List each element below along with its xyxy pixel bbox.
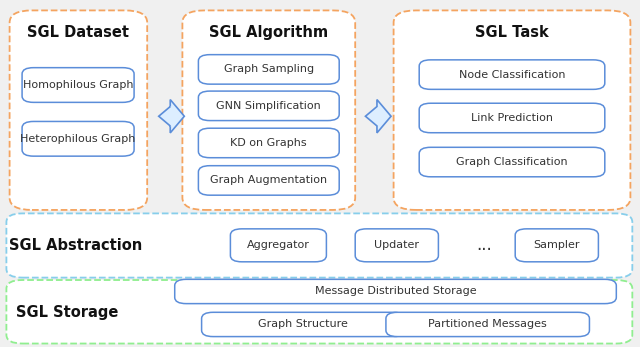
- Text: Graph Classification: Graph Classification: [456, 157, 568, 167]
- Text: SGL Storage: SGL Storage: [16, 305, 118, 320]
- Polygon shape: [159, 100, 184, 133]
- FancyBboxPatch shape: [202, 312, 405, 337]
- FancyBboxPatch shape: [198, 54, 339, 84]
- Text: SGL Abstraction: SGL Abstraction: [9, 238, 142, 253]
- FancyBboxPatch shape: [198, 128, 339, 158]
- FancyBboxPatch shape: [419, 103, 605, 133]
- Text: SGL Algorithm: SGL Algorithm: [209, 25, 328, 41]
- Text: Aggregator: Aggregator: [247, 240, 310, 250]
- FancyBboxPatch shape: [22, 68, 134, 102]
- Text: Node Classification: Node Classification: [459, 70, 565, 79]
- Text: SGL Task: SGL Task: [475, 25, 549, 41]
- FancyBboxPatch shape: [386, 312, 589, 337]
- Polygon shape: [365, 100, 391, 133]
- FancyBboxPatch shape: [22, 121, 134, 156]
- Text: Updater: Updater: [374, 240, 419, 250]
- FancyBboxPatch shape: [394, 10, 630, 210]
- FancyBboxPatch shape: [6, 280, 632, 344]
- FancyBboxPatch shape: [419, 60, 605, 89]
- FancyBboxPatch shape: [6, 213, 632, 278]
- Text: Graph Structure: Graph Structure: [259, 320, 348, 329]
- Text: KD on Graphs: KD on Graphs: [230, 138, 307, 148]
- Text: GNN Simplification: GNN Simplification: [216, 101, 321, 111]
- FancyBboxPatch shape: [230, 229, 326, 262]
- Text: Heterophilous Graph: Heterophilous Graph: [20, 134, 136, 144]
- FancyBboxPatch shape: [10, 10, 147, 210]
- Text: ...: ...: [476, 236, 492, 254]
- FancyBboxPatch shape: [198, 91, 339, 121]
- FancyBboxPatch shape: [182, 10, 355, 210]
- Text: Partitioned Messages: Partitioned Messages: [428, 320, 547, 329]
- FancyBboxPatch shape: [515, 229, 598, 262]
- Text: Homophilous Graph: Homophilous Graph: [23, 80, 133, 90]
- FancyBboxPatch shape: [198, 166, 339, 195]
- Text: Graph Augmentation: Graph Augmentation: [210, 176, 328, 185]
- Text: Graph Sampling: Graph Sampling: [224, 65, 314, 74]
- Text: Link Prediction: Link Prediction: [471, 113, 553, 123]
- FancyBboxPatch shape: [419, 147, 605, 177]
- Text: Message Distributed Storage: Message Distributed Storage: [315, 287, 476, 296]
- FancyBboxPatch shape: [355, 229, 438, 262]
- Text: SGL Dataset: SGL Dataset: [27, 25, 129, 41]
- Text: Sampler: Sampler: [534, 240, 580, 250]
- FancyBboxPatch shape: [175, 279, 616, 304]
